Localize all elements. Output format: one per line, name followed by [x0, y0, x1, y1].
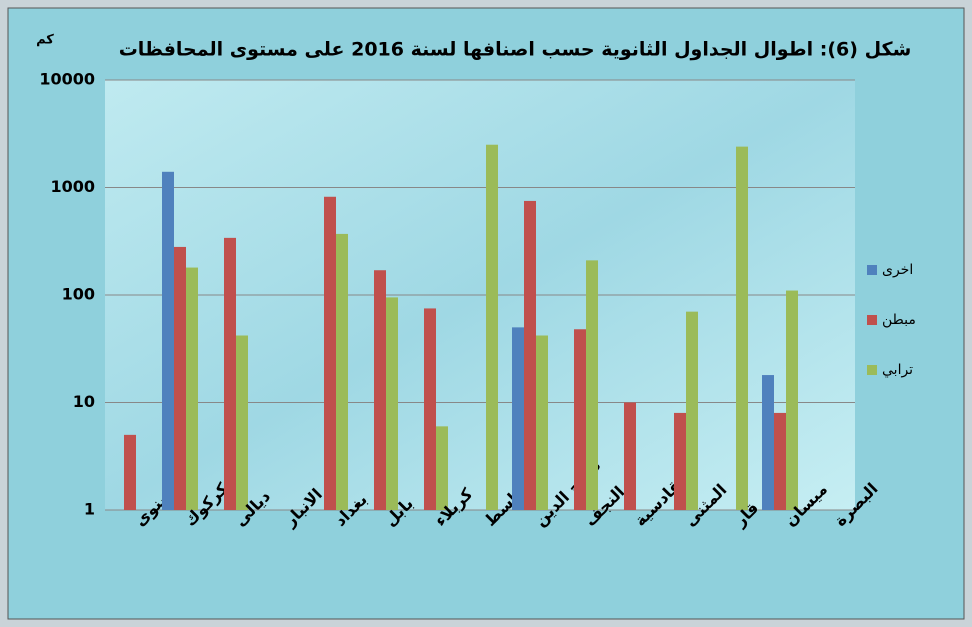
- bar: [524, 200, 536, 510]
- y-axis-label: كم: [36, 33, 54, 48]
- bar: [762, 375, 774, 510]
- bar: [574, 329, 586, 510]
- bar: [786, 290, 798, 510]
- bar: [486, 144, 498, 511]
- y-tick-label: 1: [84, 500, 95, 519]
- y-tick-label: 1000: [50, 177, 95, 196]
- legend-label: ترابي: [882, 362, 913, 378]
- bar: [324, 196, 336, 510]
- bar: [774, 412, 786, 510]
- bar: [236, 335, 248, 510]
- bar: [162, 171, 174, 510]
- bar: [124, 434, 136, 510]
- bar: [436, 426, 448, 510]
- bar: [174, 246, 186, 510]
- bar: [386, 297, 398, 510]
- legend-swatch: [867, 365, 877, 375]
- bar: [736, 146, 748, 510]
- bar: [624, 402, 636, 510]
- bar: [224, 237, 236, 510]
- legend-swatch: [867, 265, 877, 275]
- bar: [512, 327, 524, 510]
- chart-title: شكل (6): اطوال الجداول الثانوية حسب اصنا…: [119, 39, 912, 61]
- y-tick-label: 10: [73, 392, 95, 411]
- bar: [424, 308, 436, 510]
- bar: [374, 270, 386, 510]
- bar: [336, 233, 348, 510]
- bar: [674, 412, 686, 510]
- legend-label: اخرى: [882, 262, 913, 278]
- bar: [686, 311, 698, 510]
- bar: [536, 335, 548, 510]
- bar: [186, 267, 198, 510]
- legend-swatch: [867, 315, 877, 325]
- bar: [586, 260, 598, 510]
- y-tick-label: 100: [62, 285, 95, 304]
- legend-label: مبطن: [882, 312, 916, 328]
- y-tick-label: 10000: [39, 70, 95, 89]
